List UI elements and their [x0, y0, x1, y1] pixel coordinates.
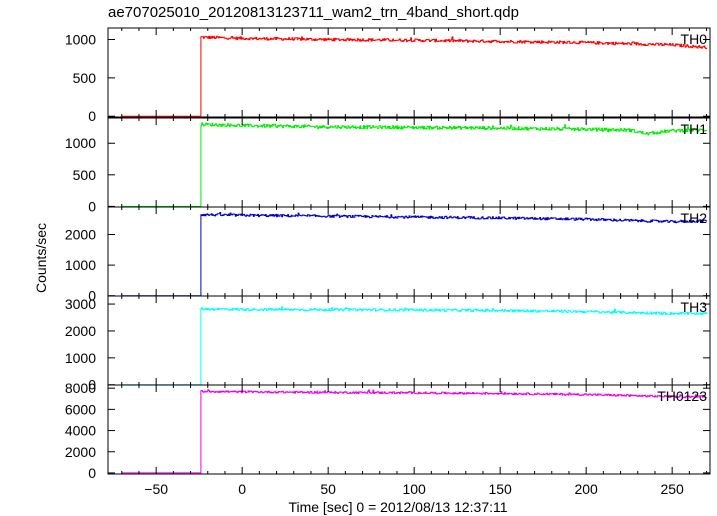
x-tick-label: 200 — [574, 481, 598, 497]
series-line-th0123 — [121, 389, 708, 474]
y-tick-label: 2000 — [65, 444, 96, 460]
panel-th0123: 0 2000 4000 6000 8000 TH0123 — [65, 380, 711, 481]
panel-label: TH2 — [681, 210, 708, 226]
x-tick-label: 250 — [660, 481, 684, 497]
y-tick-label: 4000 — [65, 423, 96, 439]
series-line-th3 — [121, 306, 708, 386]
y-tick-label: 8000 — [65, 380, 96, 396]
y-tick-label: 0 — [88, 288, 96, 304]
x-tick-label: 50 — [320, 481, 336, 497]
panel-frame — [107, 27, 711, 118]
series-line-th2 — [121, 212, 708, 297]
series-line-th1 — [121, 122, 708, 207]
y-tick-label: 1000 — [65, 32, 96, 48]
panel-th1: 0 500 1000 TH1 — [65, 117, 711, 214]
y-tick-label: 1000 — [65, 135, 96, 151]
y-tick-label: 0 — [88, 465, 96, 481]
y-tick-label: 1000 — [65, 350, 96, 366]
panel-label: TH3 — [681, 299, 708, 315]
chart-title: ae707025010_20120813123711_wam2_trn_4ban… — [108, 4, 519, 21]
y-tick-label: 6000 — [65, 401, 96, 417]
y-tick-label: 2000 — [65, 227, 96, 243]
x-tick-label: 100 — [402, 481, 426, 497]
panel-th0: 0 500 1000 TH0 — [65, 27, 711, 124]
x-tick-label: −50 — [144, 481, 168, 497]
y-tick-label: 3000 — [65, 296, 96, 312]
x-tick-label: 150 — [488, 481, 512, 497]
y-axis-label: Counts/sec — [33, 223, 49, 293]
panel-th3: 0 1000 2000 3000 TH3 — [65, 295, 711, 393]
panel-frame — [107, 384, 711, 475]
x-tick-label: 0 — [238, 481, 246, 497]
y-tick-label: 1000 — [65, 257, 96, 273]
y-tick-label: 0 — [88, 108, 96, 124]
y-tick-label: 0 — [88, 198, 96, 214]
panel-label: TH0123 — [657, 388, 707, 404]
series-line-th0 — [121, 35, 708, 117]
y-tick-label: 500 — [73, 167, 97, 183]
panel-label: TH1 — [681, 121, 708, 137]
y-tick-label: 0 — [88, 377, 96, 393]
y-tick-label: 500 — [73, 70, 97, 86]
panel-label: TH0 — [681, 31, 708, 47]
panel-th2: 0 1000 2000 TH2 — [65, 206, 711, 304]
y-tick-label: 2000 — [65, 323, 96, 339]
x-axis-label: Time [sec] 0 = 2012/08/13 12:37:11 — [288, 499, 507, 515]
